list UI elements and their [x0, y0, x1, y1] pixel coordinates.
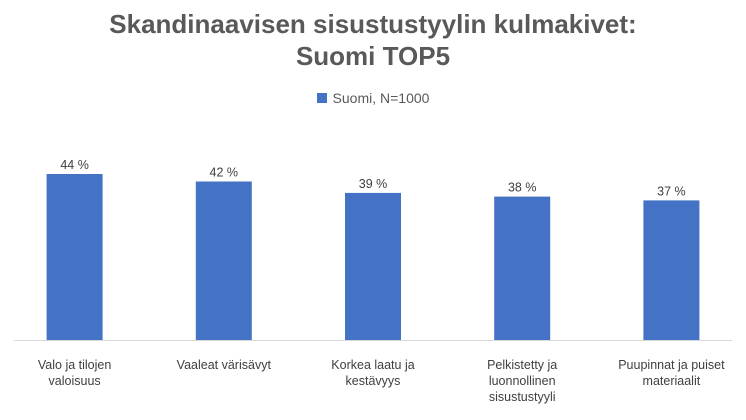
- bar-4: [494, 196, 551, 340]
- data-label-3: 39 %: [359, 177, 388, 191]
- data-label-2: 42 %: [210, 166, 239, 180]
- x-tick-label-2: Vaaleat värisävyt: [176, 358, 271, 372]
- legend-swatch: [316, 93, 327, 103]
- legend-label: Suomi, N=1000: [332, 90, 430, 106]
- bar-3: [345, 192, 401, 340]
- data-label-5: 37 %: [657, 184, 686, 198]
- data-label-1: 44 %: [60, 158, 89, 172]
- x-tick-label-3: Korkea laatu ja kestävyys: [331, 358, 415, 388]
- bar-5: [643, 200, 700, 340]
- bar-1: [46, 174, 103, 340]
- bar-2: [195, 181, 252, 340]
- chart-title: Skandinaavisen sisustustyylin kulmakivet…: [109, 9, 637, 39]
- data-label-4: 38 %: [508, 181, 537, 195]
- x-tick-label-5: Puupinnat ja puiset materiaalit: [618, 358, 725, 388]
- x-tick-label-4: Pelkistetty ja luonnollinen sisustustyyl…: [487, 358, 558, 404]
- legend: Suomi, N=1000: [0, 90, 746, 106]
- x-tick-label-1: Valo ja tilojen valoisuus: [37, 358, 112, 388]
- chart-subtitle: Suomi TOP5: [295, 41, 451, 71]
